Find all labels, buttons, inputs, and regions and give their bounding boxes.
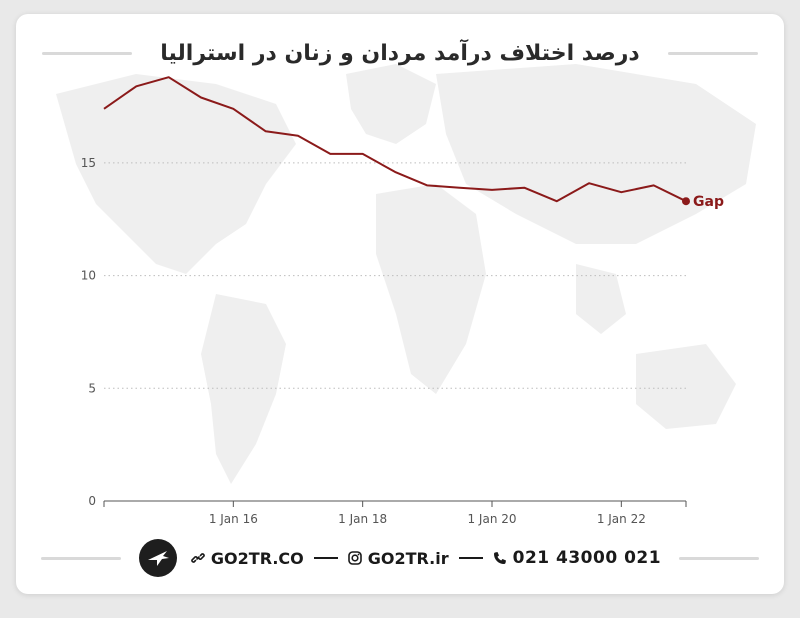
x-tick-label: 1 Jan 20 — [467, 512, 516, 526]
chart-title: درصد اختلاف درآمد مردان و زنان در استرال… — [160, 40, 640, 66]
logo-plane-icon — [138, 539, 177, 577]
line-chart: 0 5 10 15 1 Jan 16 1 Jan 18 1 Jan 20 1 Jan 22 Ga… — [81, 76, 724, 526]
phone-item[interactable]: 021 43000 021 — [493, 548, 661, 568]
footer-separator — [458, 557, 483, 559]
website-text: GO2TR.CO — [210, 548, 304, 568]
series-label: Gap — [693, 194, 724, 210]
series-end-point — [682, 197, 690, 206]
title-row: درصد اختلاف درآمد مردان و زنان در استرال… — [16, 36, 784, 70]
footer-divider-left — [40, 556, 121, 560]
y-tick-label: 10 — [81, 269, 96, 283]
world-map-background — [56, 64, 756, 484]
footer-bar: GO2TR.CO GO2TR.ir 021 43000 021 — [16, 536, 784, 580]
x-tick-label: 1 Jan 22 — [597, 512, 646, 526]
y-tick-label: 0 — [88, 494, 96, 508]
x-tick-label: 1 Jan 18 — [338, 512, 387, 526]
y-tick-label: 15 — [81, 156, 96, 170]
link-icon — [191, 553, 205, 563]
website-item[interactable]: GO2TR.CO — [191, 549, 304, 568]
title-divider-right — [667, 51, 758, 55]
instagram-item[interactable]: GO2TR.ir — [347, 548, 449, 568]
series-line-gap — [103, 76, 687, 203]
chart-card: 0 5 10 15 1 Jan 16 1 Jan 18 1 Jan 20 1 Jan 22 Ga… — [16, 14, 784, 594]
y-tick-label: 5 — [88, 381, 96, 395]
instagram-text: GO2TR.ir — [367, 548, 449, 568]
instagram-icon — [347, 551, 362, 565]
phone-text: 021 43000 021 — [512, 548, 662, 568]
footer-separator — [313, 557, 338, 559]
x-tick-label: 1 Jan 16 — [209, 512, 258, 526]
phone-icon — [493, 552, 506, 565]
footer-divider-right — [679, 556, 760, 560]
title-divider-left — [42, 51, 133, 55]
